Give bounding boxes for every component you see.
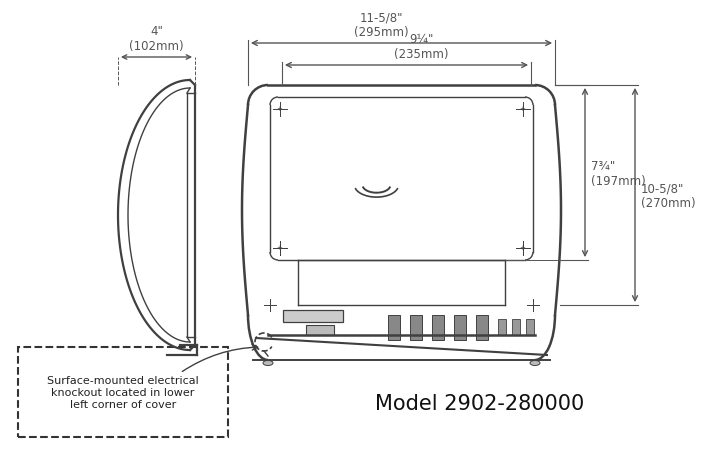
Text: 11-5/8"
(295mm): 11-5/8" (295mm) xyxy=(354,11,409,39)
Ellipse shape xyxy=(189,353,195,357)
Bar xyxy=(454,315,466,340)
Bar xyxy=(432,315,444,340)
Bar xyxy=(476,315,488,340)
Bar xyxy=(512,319,520,335)
Bar xyxy=(388,315,400,340)
Text: Surface-mounted electrical
knockout located in lower
left corner of cover: Surface-mounted electrical knockout loca… xyxy=(47,375,199,409)
Text: +: + xyxy=(276,106,282,112)
Bar xyxy=(283,310,343,322)
Text: +: + xyxy=(519,244,525,250)
Text: 9¼"
(235mm): 9¼" (235mm) xyxy=(395,33,449,61)
Text: +: + xyxy=(276,244,282,250)
Text: Model 2902-280000: Model 2902-280000 xyxy=(375,393,585,413)
Bar xyxy=(526,319,534,335)
Bar xyxy=(18,347,228,437)
Text: 10-5/8"
(270mm): 10-5/8" (270mm) xyxy=(641,182,696,210)
Ellipse shape xyxy=(263,361,273,366)
Text: +: + xyxy=(519,106,525,112)
Bar xyxy=(410,315,422,340)
Bar xyxy=(498,319,506,335)
Text: 7¾"
(197mm): 7¾" (197mm) xyxy=(591,159,646,187)
Ellipse shape xyxy=(530,361,540,366)
Ellipse shape xyxy=(169,353,175,357)
Text: 4"
(102mm): 4" (102mm) xyxy=(129,25,184,53)
Bar xyxy=(306,325,334,335)
